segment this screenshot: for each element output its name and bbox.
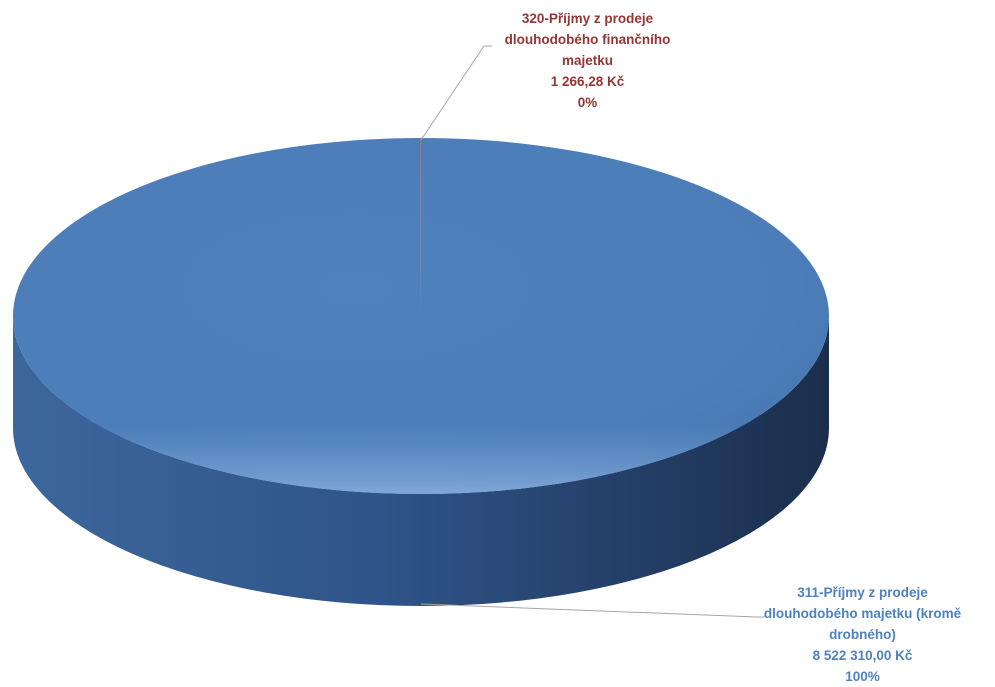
data-label-320-line-1: 320-Příjmy z prodeje: [465, 8, 710, 29]
data-label-320-percent: 0%: [465, 92, 710, 113]
data-label-320-line-2: dlouhodobého finančního: [465, 29, 710, 50]
leader-line-311: [421, 604, 765, 617]
data-label-320-value: 1 266,28 Kč: [465, 71, 710, 92]
data-label-311-line-2: dlouhodobého majetku (kromě: [735, 603, 990, 624]
data-label-311-value: 8 522 310,00 Kč: [735, 645, 990, 666]
data-label-320-line-3: majetku: [465, 50, 710, 71]
data-label-320: 320-Příjmy z prodeje dlouhodobého finanč…: [465, 8, 710, 113]
data-label-311: 311-Příjmy z prodeje dlouhodobého majetk…: [735, 582, 990, 687]
data-label-311-line-1: 311-Příjmy z prodeje: [735, 582, 990, 603]
pie-rim-highlight: [13, 138, 829, 494]
data-label-311-line-3: drobného): [735, 624, 990, 645]
